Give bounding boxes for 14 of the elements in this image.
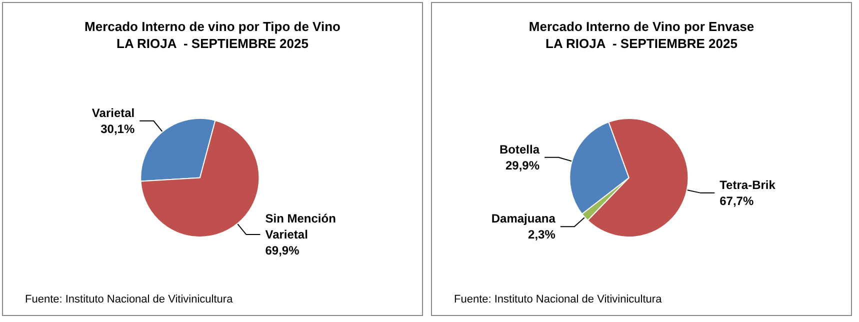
slice-label: Varietal (92, 106, 135, 120)
data-label: 67,7% (720, 194, 754, 208)
data-label: 69,9% (265, 244, 300, 258)
slice-label: Tetra-Brik (720, 178, 776, 192)
data-label: 30,1% (100, 122, 135, 136)
chart-title: Mercado Interno de vino por Tipo de Vino LA RIOJA - SEPTIEMBRE 2025 (84, 19, 341, 51)
data-label: 2,3% (528, 228, 556, 242)
source-note: Fuente: Instituto Nacional de Vitivinicultura (25, 294, 234, 306)
chart-title: Mercado Interno de Vino por Envase LA RIOJA - SEPTIEMBRE 2025 (528, 19, 754, 51)
slice-label: Sin Mención Varietal (265, 212, 340, 242)
slice-label: Damajuana (491, 212, 556, 226)
source-note: Fuente: Instituto Nacional de Vitivinicultura (454, 294, 663, 306)
slice-label: Botella (500, 142, 540, 156)
data-label: 29,9% (506, 158, 540, 172)
